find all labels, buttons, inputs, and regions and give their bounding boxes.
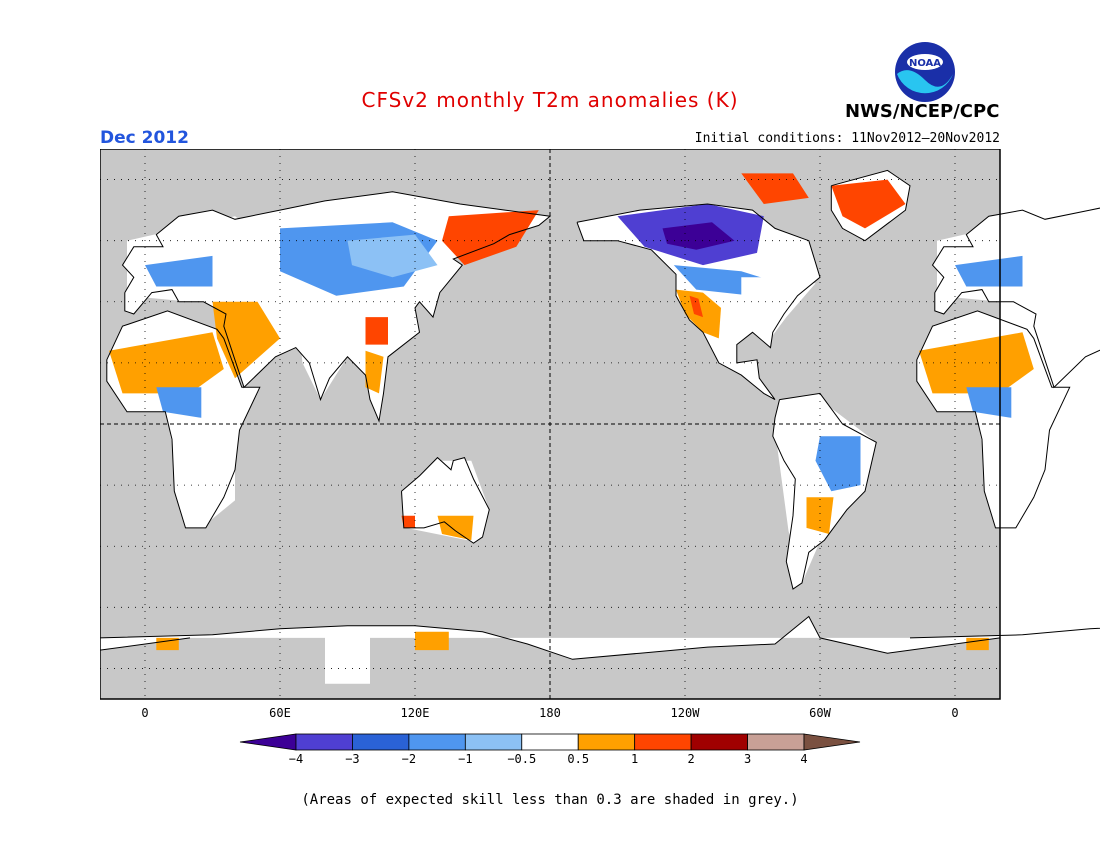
anomaly-se-asia-warm: [365, 350, 384, 394]
lon-label: 0: [141, 706, 148, 720]
antarctica-coast: [100, 615, 1001, 660]
lon-label: 180: [539, 706, 561, 720]
anomaly-antarctica-warm-1: [966, 637, 989, 651]
north-america-coast: [576, 203, 821, 401]
agency-label: NWS/NCEP/CPC: [845, 101, 1000, 122]
lon-label: 60W: [809, 706, 831, 720]
colorbar-label: −3: [345, 752, 359, 766]
map-title: CFSv2 monthly T2m anomalies (K): [361, 88, 739, 112]
greenland-coast: [830, 169, 911, 242]
colorbar-box: [634, 733, 692, 751]
longitude-labels: 0 60E 120E 180 120W 60W 0: [141, 706, 958, 720]
anomaly-brazil-cool: [815, 436, 861, 492]
colorbar-label: −2: [402, 752, 416, 766]
logo-text: NOAA: [909, 58, 941, 69]
anomaly-antarctica-warm-1: [156, 637, 179, 651]
anomaly-china-warm: [365, 317, 388, 345]
australia-coast: [401, 456, 490, 544]
anomaly-sahara-warm: [919, 332, 1034, 394]
anomaly-antarctica-white-1: [325, 631, 370, 684]
anomaly-argentina-warm: [806, 497, 834, 534]
forecast-month: Dec 2012: [100, 128, 189, 148]
lon-label: 60E: [269, 706, 291, 720]
gridlines: [100, 149, 1000, 699]
africa-coast: [916, 310, 1071, 529]
colorbar-box: [747, 733, 805, 751]
anomaly-sahel-cool: [156, 387, 202, 418]
world-map: 80N60N40N20NEQ20S40S60S80S 060E120E18012…: [100, 149, 1100, 766]
skill-footnote: (Areas of expected skill less than 0.3 a…: [301, 792, 799, 808]
anomaly-east-siberia-warm: [442, 210, 539, 266]
lon-label: 120W: [671, 706, 701, 720]
colorbar-label: 0.5: [567, 752, 589, 766]
anomaly-rockies-hot: [689, 295, 703, 318]
anomaly-siberia-core: [347, 234, 438, 278]
colorbar-box: [577, 733, 636, 751]
colorbar-box: [464, 733, 523, 751]
colorbar-high-arrow: [803, 733, 861, 751]
anomaly-w-australia-hot: [401, 515, 415, 528]
anomaly-south-africa-white: [977, 417, 1045, 528]
colorbar-label: −1: [458, 752, 472, 766]
colorbar-label: 3: [744, 752, 751, 766]
colorbar-box: [690, 733, 748, 751]
coastline-layer: [100, 169, 1100, 660]
initial-conditions: Initial conditions: 11Nov2012–20Nov2012: [694, 131, 1000, 146]
lon-label: 120E: [401, 706, 430, 720]
anomaly-europe-cool: [955, 255, 1023, 287]
anomaly-eastern-na-white: [741, 277, 816, 339]
colorbar-box: [352, 733, 410, 751]
eurasia-coast: [931, 207, 1100, 389]
anomaly-south-africa-white: [167, 417, 235, 528]
colorbar-box: [408, 733, 466, 751]
eurasia-coast: [121, 191, 552, 423]
anomaly-europe-cool: [145, 255, 213, 287]
noaa-logo: NOAA: [895, 42, 955, 102]
colorbar-label: 2: [687, 752, 694, 766]
anomaly-canada-core-cold: [662, 222, 735, 250]
land-antarctica-coast: [910, 628, 1100, 638]
anomaly-antarctica-warm-2: [415, 631, 449, 651]
colorbar-label: 1: [631, 752, 638, 766]
africa-coast: [106, 310, 261, 529]
anomaly-sahara-warm: [109, 332, 224, 394]
colorbar-box: [521, 733, 579, 751]
anomaly-s-australia-warm: [437, 515, 474, 541]
colorbar-label: −0.5: [507, 752, 536, 766]
anomaly-greenland-warm: [831, 179, 906, 229]
colorbar: −4 −3 −2 −1 −0.5 0.5 1 2 3 4: [239, 733, 861, 766]
colorbar-low-arrow: [239, 733, 297, 751]
colorbar-box: [295, 733, 353, 751]
map-frame: [100, 149, 1001, 700]
colorbar-label: 4: [800, 752, 807, 766]
anomaly-middle-east-warm: [212, 301, 280, 379]
colorbar-label: −4: [289, 752, 303, 766]
anomaly-india-white: [298, 320, 348, 400]
lon-label: 0: [951, 706, 958, 720]
south-america-coast: [772, 392, 877, 590]
anomaly-layer: [109, 173, 1090, 684]
